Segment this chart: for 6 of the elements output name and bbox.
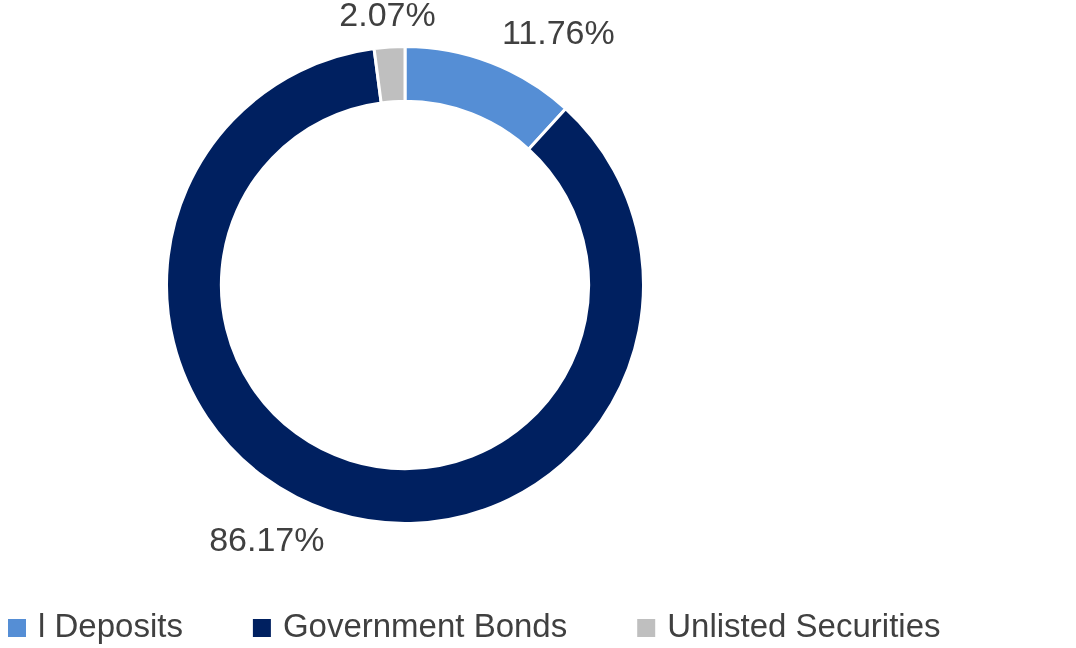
legend-label: Government Bonds [282,607,568,645]
legend-label: Unlisted Securities [667,607,941,645]
data-label: 86.17% [209,519,325,558]
data-label: 11.76% [501,12,615,51]
legend-label: l Deposits [38,607,183,645]
data-label: 2.07% [339,0,436,34]
